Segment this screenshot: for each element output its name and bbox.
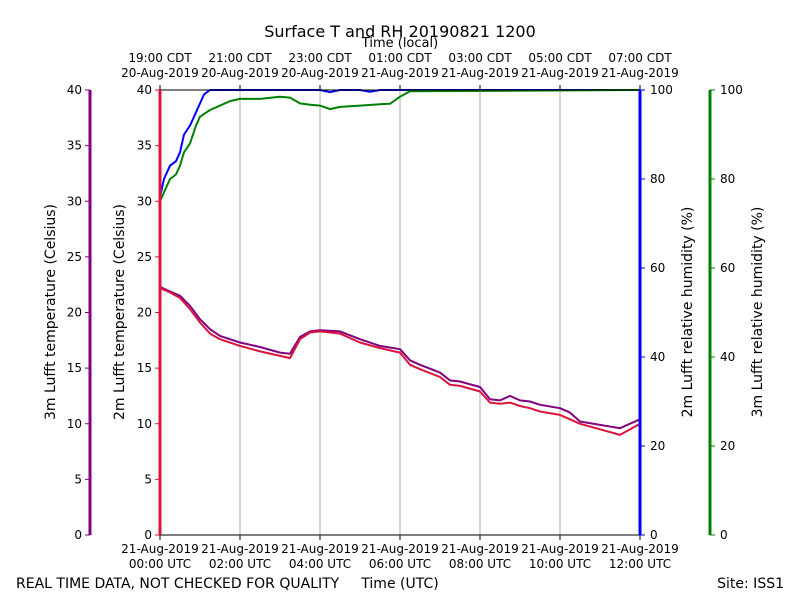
rh2m-tick-label: 80 [650, 172, 665, 186]
temp2m-tick-label: 30 [137, 194, 152, 208]
x-tick-time: 04:00 UTC [289, 557, 351, 571]
rh3m-tick-label: 40 [720, 350, 735, 364]
temp3m-tick-label: 10 [67, 417, 82, 431]
y-axis-label-3m-temperature: 3m Lufft temperature (Celsius) [43, 204, 59, 420]
temp3m-tick-label: 0 [74, 528, 82, 542]
top-tick-time: 05:00 CDT [528, 51, 592, 65]
temp3m-tick-label: 40 [67, 83, 82, 97]
rh2m-tick-label: 20 [650, 439, 665, 453]
rh3m-tick-label: 0 [720, 528, 728, 542]
top-tick-time: 03:00 CDT [448, 51, 512, 65]
rh2m-tick-label: 60 [650, 261, 665, 275]
x-tick-time: 08:00 UTC [449, 557, 511, 571]
x-tick-date: 21-Aug-2019 [441, 542, 519, 556]
x-tick-time: 00:00 UTC [129, 557, 191, 571]
x-tick-time: 10:00 UTC [529, 557, 591, 571]
series-temp3m [160, 285, 640, 430]
rh3m-tick-label: 60 [720, 261, 735, 275]
temp3m-tick-label: 5 [74, 472, 82, 486]
top-axis-label: Time (local) [361, 36, 438, 51]
quality-disclaimer: REAL TIME DATA, NOT CHECKED FOR QUALITY [16, 576, 340, 592]
temp2m-tick-label: 25 [137, 250, 152, 264]
top-tick-date: 20-Aug-2019 [281, 66, 359, 80]
temp3m-tick-label: 30 [67, 194, 82, 208]
top-tick-date: 21-Aug-2019 [441, 66, 519, 80]
top-tick-time: 23:00 CDT [288, 51, 352, 65]
series-temp2m [160, 287, 640, 436]
rh3m-tick-label: 80 [720, 172, 735, 186]
temp3m-tick-label: 15 [67, 361, 82, 375]
top-tick-time: 01:00 CDT [368, 51, 432, 65]
x-tick-date: 21-Aug-2019 [361, 542, 439, 556]
x-tick-date: 21-Aug-2019 [281, 542, 359, 556]
x-tick-date: 21-Aug-2019 [601, 542, 679, 556]
rh2m-tick-label: 0 [650, 528, 658, 542]
top-tick-date: 20-Aug-2019 [201, 66, 279, 80]
site-label: Site: ISS1 [717, 576, 784, 592]
top-tick-date: 21-Aug-2019 [521, 66, 599, 80]
top-tick-date: 21-Aug-2019 [601, 66, 679, 80]
temp2m-tick-label: 5 [144, 472, 152, 486]
top-tick-date: 20-Aug-2019 [121, 66, 199, 80]
rh2m-tick-label: 100 [650, 83, 673, 97]
temp2m-tick-label: 15 [137, 361, 152, 375]
x-tick-date: 21-Aug-2019 [121, 542, 199, 556]
x-tick-time: 02:00 UTC [209, 557, 271, 571]
x-tick-time: 12:00 UTC [609, 557, 671, 571]
y-axis-label-3m-humidity: 3m Lufft relative humidity (%) [750, 207, 766, 418]
series-rh3m [160, 89, 640, 202]
rh3m-tick-label: 20 [720, 439, 735, 453]
ticks-layer: 0 5 10 15 20 25 30 35 40 0 5 10 15 20 25 30 35 40 0 20 40 60 8… [67, 51, 743, 571]
temp2m-tick-label: 35 [137, 139, 152, 153]
top-tick-time: 07:00 CDT [608, 51, 672, 65]
x-tick-time: 06:00 UTC [369, 557, 431, 571]
temp2m-tick-label: 10 [137, 417, 152, 431]
temp3m-tick-label: 20 [67, 306, 82, 320]
rh3m-tick-label: 100 [720, 83, 743, 97]
temp2m-tick-label: 0 [144, 528, 152, 542]
temp2m-tick-label: 40 [137, 83, 152, 97]
temp3m-tick-label: 35 [67, 139, 82, 153]
top-tick-time: 19:00 CDT [128, 51, 192, 65]
top-tick-date: 21-Aug-2019 [361, 66, 439, 80]
chart-title: Surface T and RH 20190821 1200 [264, 22, 536, 41]
x-axis-label: Time (UTC) [360, 576, 438, 592]
top-tick-time: 21:00 CDT [208, 51, 272, 65]
x-tick-date: 21-Aug-2019 [521, 542, 599, 556]
y-axis-label-2m-humidity: 2m Lufft relative humidity (%) [680, 207, 696, 418]
grid [239, 90, 561, 535]
rh2m-tick-label: 40 [650, 350, 665, 364]
y-axis-label-2m-temperature: 2m Lufft temperature (Celsius) [112, 204, 128, 420]
temp3m-tick-label: 25 [67, 250, 82, 264]
temp2m-tick-label: 20 [137, 306, 152, 320]
x-tick-date: 21-Aug-2019 [201, 542, 279, 556]
